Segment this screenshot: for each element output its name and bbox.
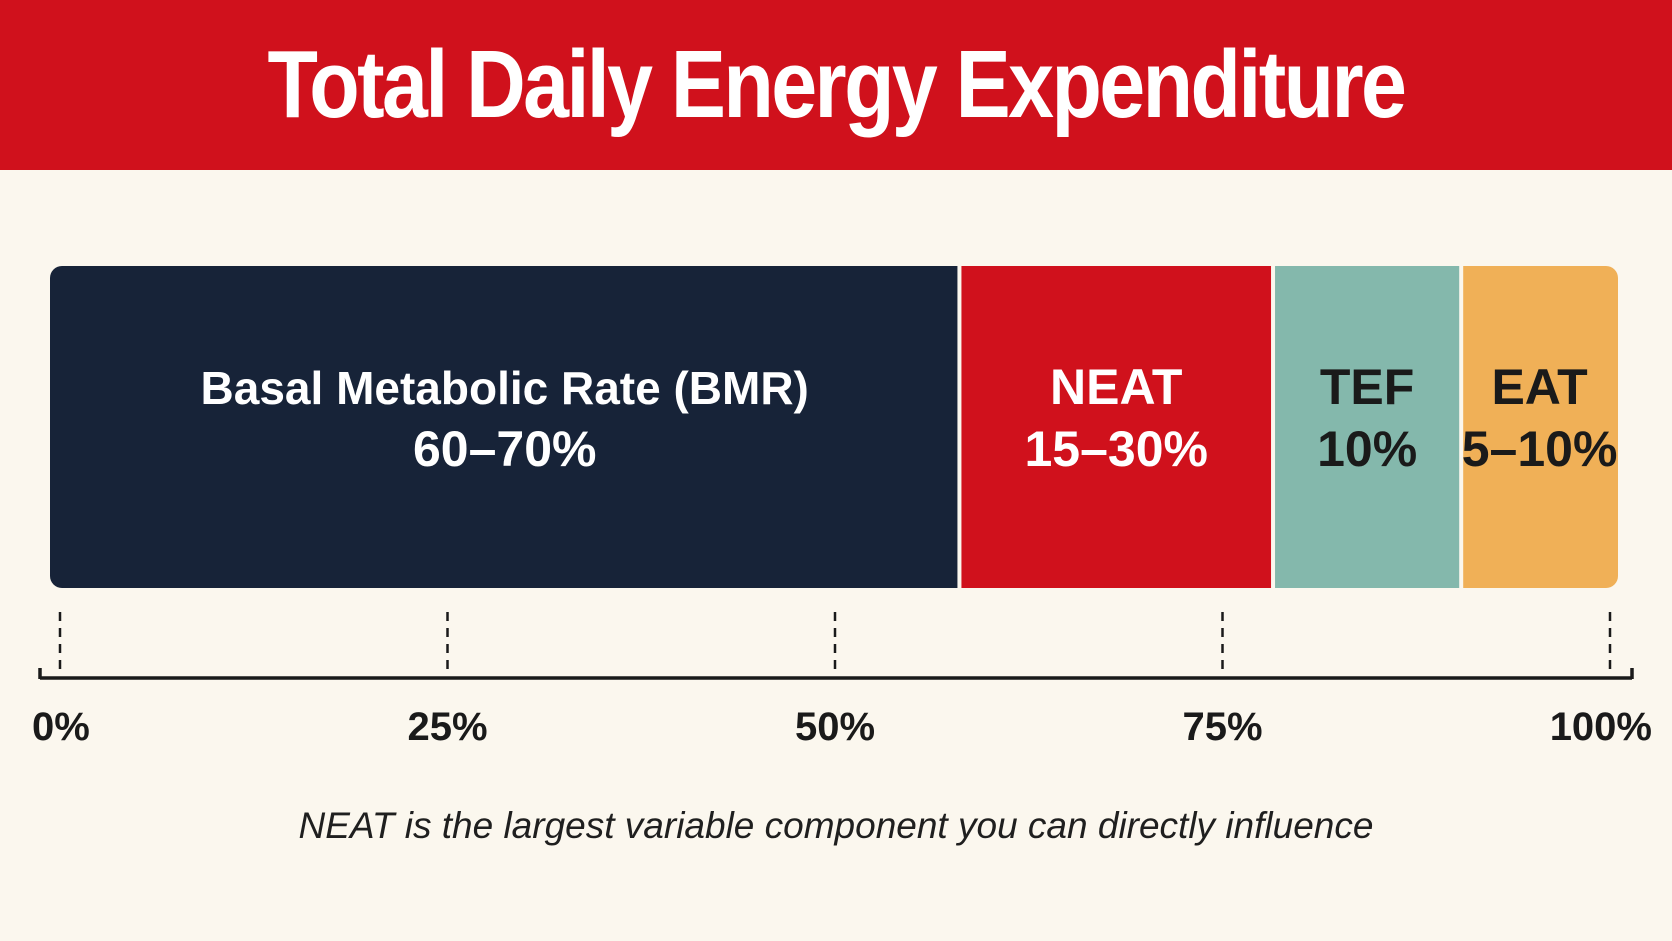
segment-divider (957, 266, 962, 588)
x-tick-label: 100% (1550, 705, 1652, 749)
bar-segment-tef (1273, 266, 1462, 588)
segment-divider (1271, 266, 1276, 588)
segment-value-label: 60–70% (413, 421, 597, 477)
stacked-bar-chart: Basal Metabolic Rate (BMR) 60–70% NEAT 15–3… (32, 266, 1652, 749)
segment-label: TEF (1320, 359, 1414, 415)
bar-segment-eat (1461, 266, 1618, 588)
header-banner: Total Daily Energy Expenditure (0, 0, 1672, 170)
x-tick-label: 50% (795, 705, 875, 749)
chart-title: Total Daily Energy Expenditure (267, 31, 1407, 138)
segment-label: Basal Metabolic Rate (BMR) (201, 362, 809, 414)
segment-value-label: 10% (1317, 421, 1417, 477)
x-tick-label: 25% (407, 705, 487, 749)
x-tick-label: 0% (32, 705, 90, 749)
segment-label: NEAT (1050, 359, 1182, 415)
segment-value-label: 15–30% (1024, 421, 1208, 477)
segment-value-label: 5–10% (1462, 421, 1618, 477)
bar-segment-basal (50, 266, 960, 588)
bar-segments-group (50, 266, 1618, 588)
bar-segment-neat (959, 266, 1274, 588)
segment-label: EAT (1491, 359, 1587, 415)
x-tick-label: 75% (1182, 705, 1262, 749)
segment-divider (1459, 266, 1464, 588)
chart-caption: NEAT is the largest variable component y… (298, 805, 1374, 846)
